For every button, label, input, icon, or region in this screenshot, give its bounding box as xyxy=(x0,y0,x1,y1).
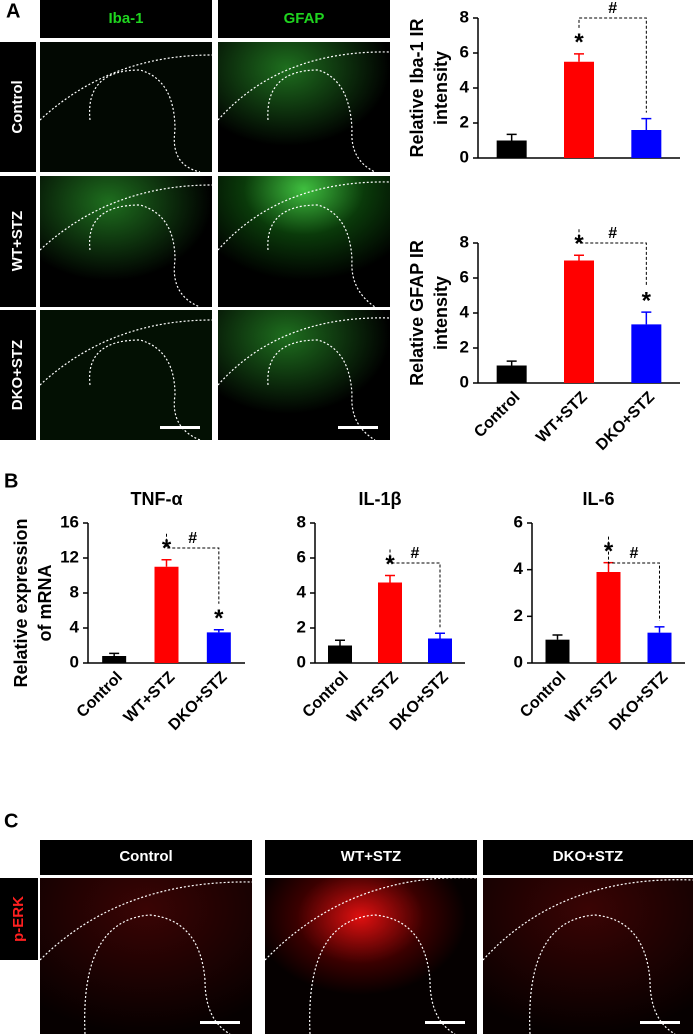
header: WT+STZ xyxy=(341,848,401,865)
y-axis-label: intensity xyxy=(431,276,451,350)
header: Iba-1 xyxy=(108,10,143,27)
y-tick-label: 2 xyxy=(297,617,306,636)
y-axis-label: of mRNA xyxy=(35,565,55,642)
chart-title: IL-1β xyxy=(359,489,402,509)
panel-c: Control WT+STZ DKO+STZ p-ERK xyxy=(0,840,693,1034)
bar xyxy=(596,572,621,663)
x-tick-label: Control xyxy=(517,669,569,721)
y-tick-label: 0 xyxy=(70,652,79,671)
y-tick-label: 4 xyxy=(460,302,470,321)
header: GFAP xyxy=(284,10,325,27)
y-tick-label: 8 xyxy=(460,232,469,251)
y-axis-label: Relative Iba-1 IR xyxy=(407,18,427,157)
bracket xyxy=(608,536,660,621)
row-label: WT+STZ xyxy=(9,211,26,271)
bar xyxy=(378,582,402,663)
panel-label: B xyxy=(4,470,18,492)
y-tick-label: 6 xyxy=(460,267,469,286)
y-tick-label: 8 xyxy=(297,512,306,531)
y-tick-label: 12 xyxy=(60,547,79,566)
bar xyxy=(328,645,352,663)
bar xyxy=(496,140,527,158)
bar xyxy=(647,632,672,663)
header-box xyxy=(40,840,252,875)
chart-title: TNF-α xyxy=(130,489,182,509)
x-tick-label: WT+STZ xyxy=(533,389,591,447)
bracket-label: # xyxy=(630,545,639,562)
significance-star: * xyxy=(574,231,584,258)
significance-star: * xyxy=(214,605,224,632)
bar xyxy=(154,566,179,663)
row-label: DKO+STZ xyxy=(9,340,26,410)
header-box xyxy=(483,840,693,875)
y-tick-label: 2 xyxy=(460,337,469,356)
bracket-label: # xyxy=(608,225,617,242)
chart-title: IL-6 xyxy=(582,489,614,509)
significance-star: * xyxy=(574,29,584,56)
bar xyxy=(428,638,452,663)
y-tick-label: 4 xyxy=(514,559,524,578)
bar xyxy=(206,632,231,663)
header-box xyxy=(218,0,390,38)
bracket-label: # xyxy=(188,530,197,547)
panel-a: Iba-1 GFAP Control WT+STZ DKO+STZ xyxy=(0,0,391,441)
header-box xyxy=(265,840,477,875)
y-tick-label: 8 xyxy=(70,582,79,601)
header-box xyxy=(40,0,212,38)
bar xyxy=(496,365,527,383)
bar xyxy=(102,656,127,663)
y-tick-label: 0 xyxy=(460,372,469,391)
bracket xyxy=(389,549,441,628)
y-tick-label: 4 xyxy=(460,77,470,96)
image-grid xyxy=(0,877,693,1034)
y-tick-label: 0 xyxy=(514,652,523,671)
y-tick-label: 2 xyxy=(460,112,469,131)
image-grid xyxy=(0,42,391,441)
y-axis-label: Relative expression xyxy=(11,518,31,687)
significance-star: * xyxy=(162,535,172,562)
row-label: p-ERK xyxy=(10,896,27,942)
y-axis-label: intensity xyxy=(431,51,451,125)
significance-star: * xyxy=(385,551,395,578)
panel-label: A xyxy=(6,0,20,22)
header: DKO+STZ xyxy=(553,848,623,865)
x-tick-label: Control xyxy=(471,389,523,441)
bracket-label: # xyxy=(411,545,420,562)
y-tick-label: 6 xyxy=(514,512,523,531)
y-tick-label: 0 xyxy=(460,147,469,166)
significance-star: * xyxy=(642,287,652,314)
y-axis-label: Relative GFAP IR xyxy=(407,240,427,386)
x-tick-label: DKO+STZ xyxy=(593,389,658,454)
bar xyxy=(631,130,662,158)
y-tick-label: 8 xyxy=(460,7,469,26)
bar xyxy=(631,324,662,383)
y-tick-label: 16 xyxy=(60,512,79,531)
y-tick-label: 4 xyxy=(70,617,80,636)
y-tick-label: 6 xyxy=(297,547,306,566)
header: Control xyxy=(119,848,172,865)
bracket-label: # xyxy=(608,0,617,17)
panel-label: C xyxy=(4,810,18,832)
bar xyxy=(564,61,594,158)
x-tick-label: Control xyxy=(300,669,352,721)
y-tick-label: 4 xyxy=(297,582,307,601)
bar xyxy=(545,639,570,663)
bracket xyxy=(166,533,220,604)
y-tick-label: 2 xyxy=(514,606,523,625)
significance-star: * xyxy=(604,538,614,565)
x-tick-label: Control xyxy=(74,669,126,721)
row-label: Control xyxy=(9,80,26,133)
bar xyxy=(564,260,594,383)
bracket xyxy=(578,229,647,287)
y-tick-label: 6 xyxy=(460,42,469,61)
y-tick-label: 0 xyxy=(297,652,306,671)
